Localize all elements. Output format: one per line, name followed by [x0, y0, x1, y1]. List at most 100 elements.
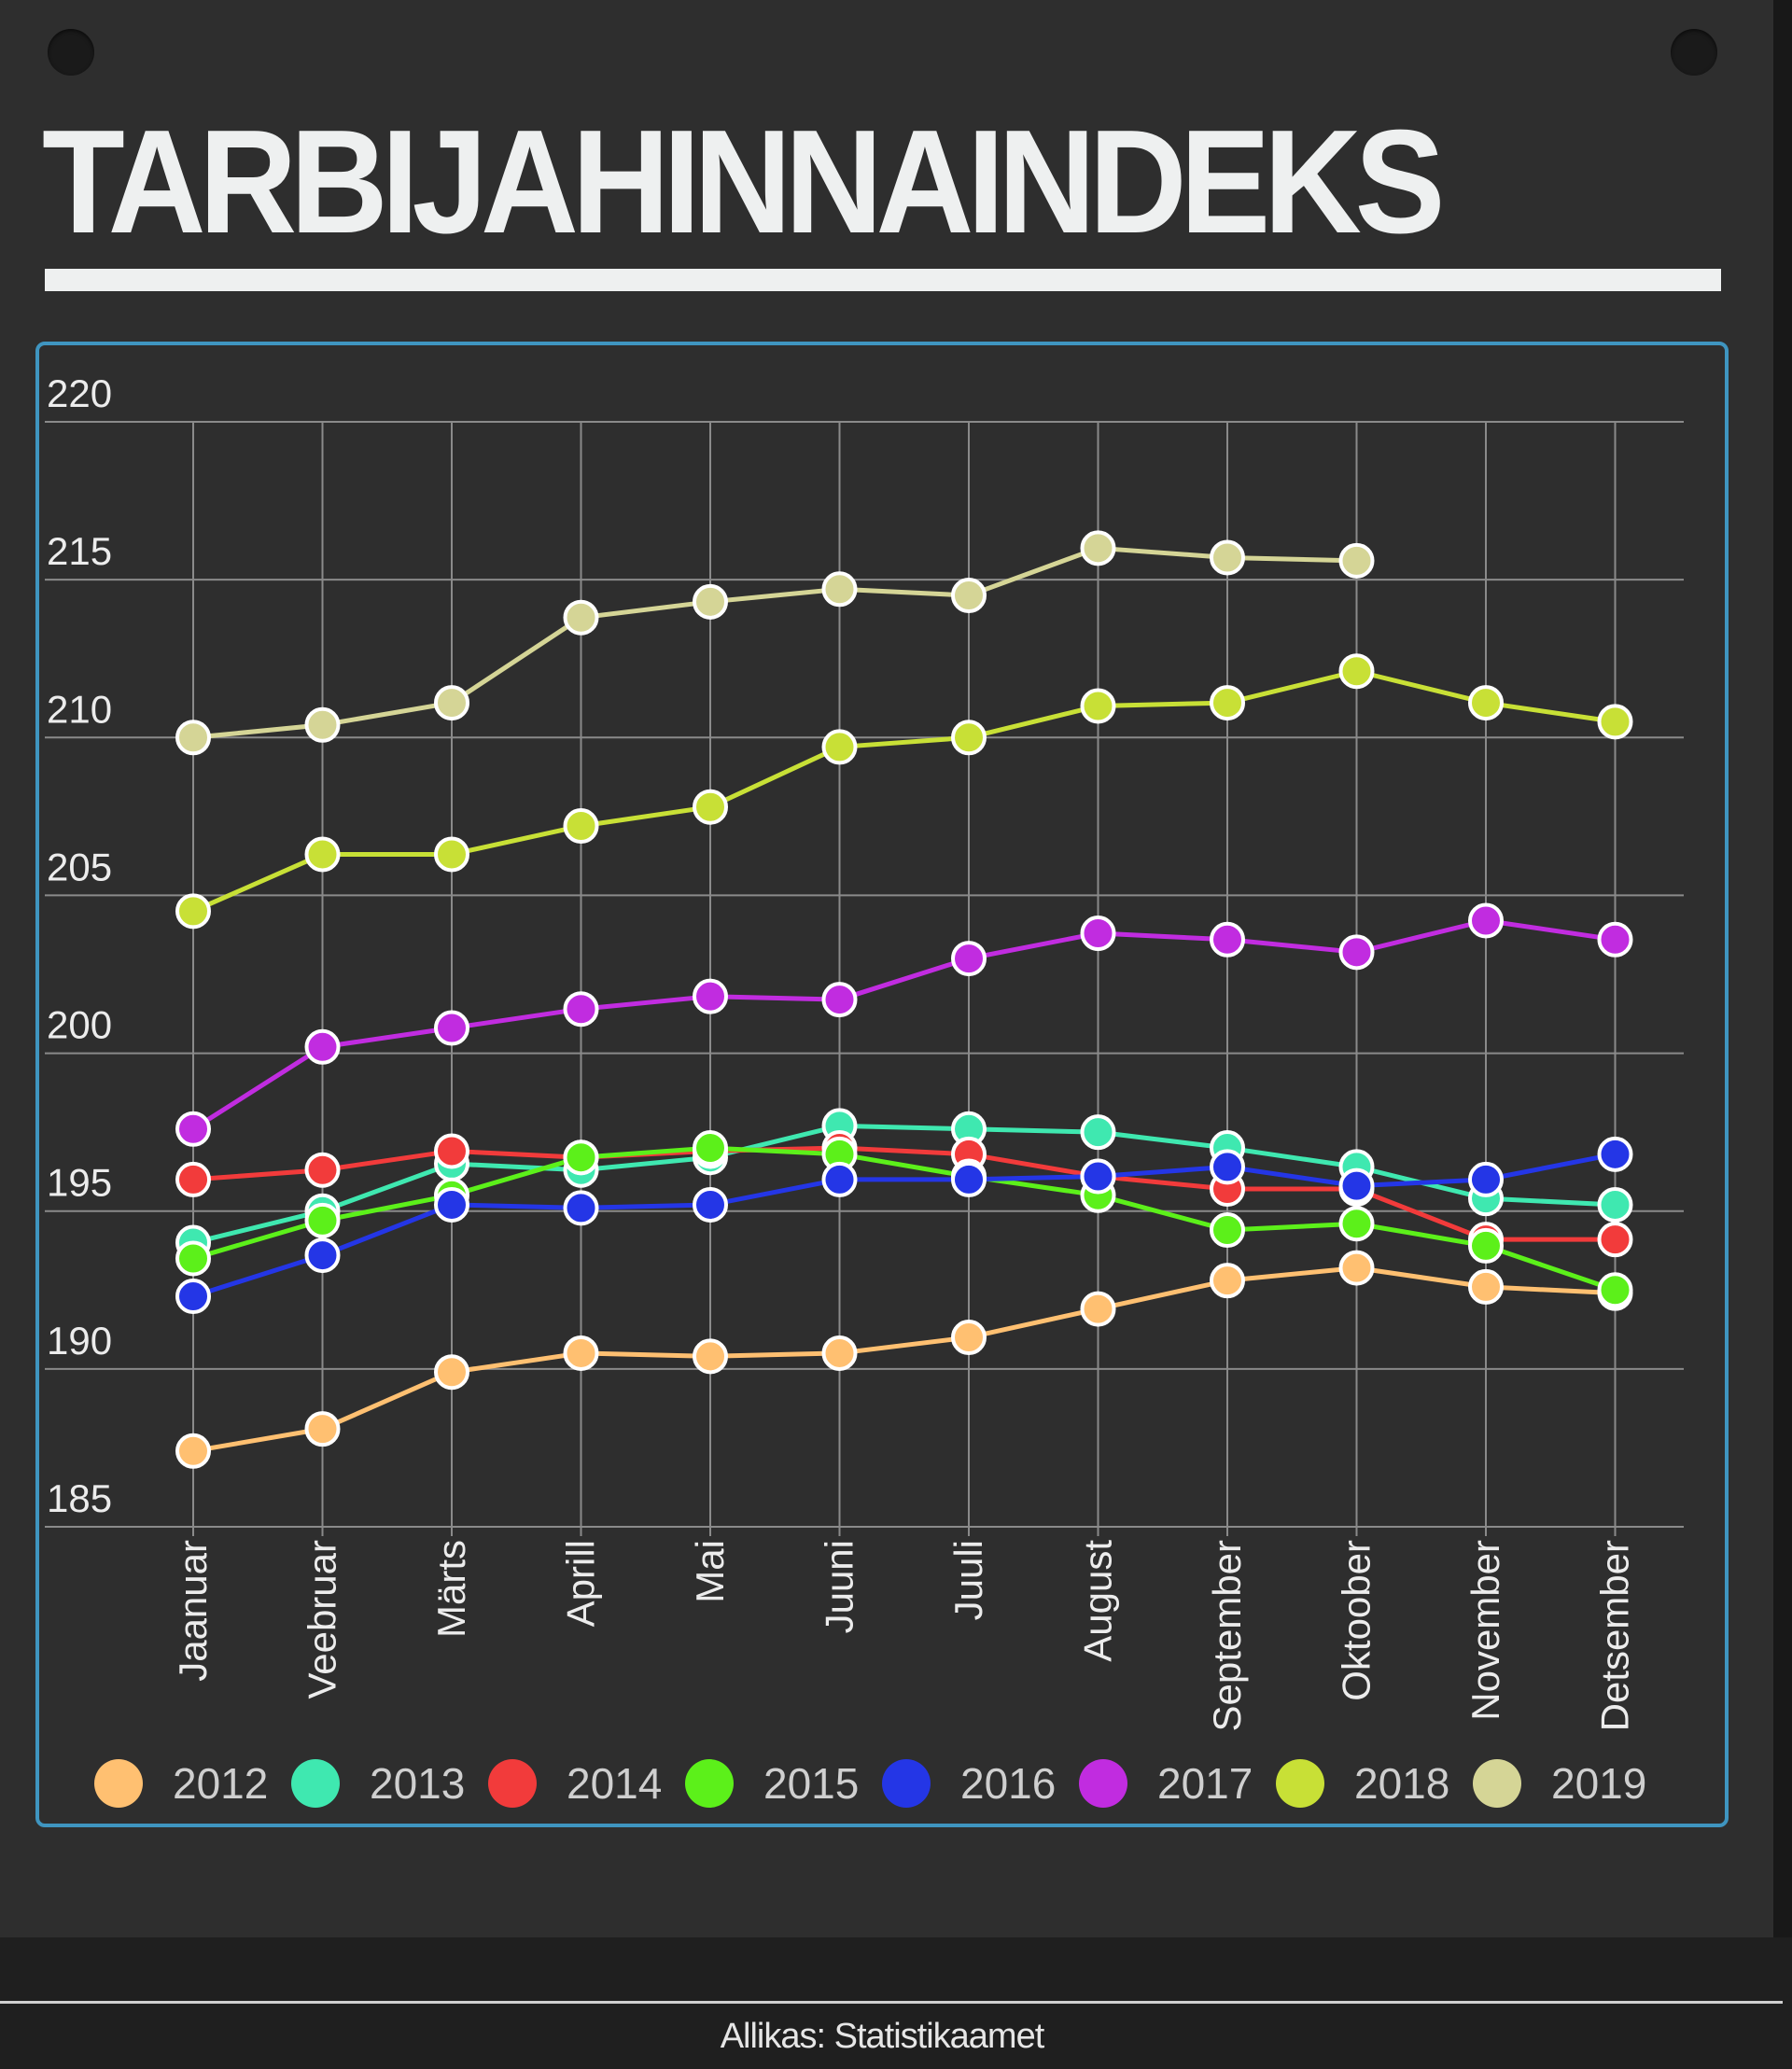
data-point-2012-Aprill[interactable] — [563, 1335, 599, 1371]
legend-marker-2015 — [685, 1759, 734, 1808]
x-axis: Jaanuar Veebruar Märts Aprill Mai Juuni Juuli A… — [171, 1540, 1637, 1732]
background-panel — [0, 0, 1773, 1937]
data-point-2017-Juuni[interactable] — [821, 982, 858, 1018]
data-point-2014-Jaanuar[interactable] — [175, 1161, 211, 1197]
data-point-2017-Aprill[interactable] — [563, 991, 599, 1028]
data-point-2012-November[interactable] — [1468, 1268, 1504, 1305]
data-point-2019-September[interactable] — [1210, 539, 1245, 576]
data-point-2017-November[interactable] — [1468, 902, 1504, 939]
data-point-2013-Detsember[interactable] — [1597, 1186, 1633, 1223]
legend-label[interactable]: 2019 — [1551, 1759, 1646, 1808]
series-points — [175, 530, 1633, 1469]
legend-label[interactable]: 2015 — [763, 1759, 859, 1808]
data-point-2018-Märts[interactable] — [434, 836, 469, 873]
data-point-2015-November[interactable] — [1468, 1227, 1504, 1264]
y-axis: 185 190 195 200 205 210 215 220 — [47, 371, 112, 1520]
data-point-2016-Oktoober[interactable] — [1338, 1167, 1375, 1204]
data-point-2012-September[interactable] — [1210, 1263, 1245, 1299]
series-line-2019 — [192, 545, 1357, 740]
data-point-2017-Veebruar[interactable] — [304, 1028, 341, 1065]
data-point-2019-Juuni[interactable] — [821, 571, 858, 608]
legend-label[interactable]: 2016 — [960, 1759, 1056, 1808]
x-tick-label: Märts — [429, 1540, 473, 1638]
data-point-2018-Aprill[interactable] — [563, 808, 599, 845]
data-point-2018-August[interactable] — [1080, 688, 1116, 724]
legend-marker-2018 — [1276, 1759, 1324, 1808]
data-point-2018-November[interactable] — [1468, 685, 1504, 721]
data-point-2017-August[interactable] — [1080, 916, 1116, 952]
data-point-2016-November[interactable] — [1468, 1161, 1504, 1197]
x-tick-label: Jaanuar — [171, 1540, 215, 1682]
data-point-2016-Juuli[interactable] — [951, 1161, 987, 1197]
data-point-2012-Märts[interactable] — [434, 1354, 469, 1391]
series-line-2013 — [192, 1123, 1616, 1245]
data-point-2016-September[interactable] — [1210, 1149, 1245, 1185]
legend-label[interactable]: 2014 — [567, 1759, 662, 1808]
data-point-2019-Oktoober[interactable] — [1338, 542, 1375, 579]
data-point-2017-Jaanuar[interactable] — [175, 1111, 211, 1147]
data-point-2017-Mai[interactable] — [693, 978, 728, 1014]
data-point-2019-Aprill[interactable] — [563, 599, 599, 636]
data-point-2016-Mai[interactable] — [693, 1186, 728, 1223]
line-chart: 185 190 195 200 205 210 215 220 Jaanuar Veebruar… — [45, 371, 1684, 1808]
data-point-2012-Oktoober[interactable] — [1338, 1250, 1375, 1286]
data-point-2015-Aprill[interactable] — [563, 1139, 599, 1176]
data-point-2012-Juuni[interactable] — [821, 1335, 858, 1371]
data-point-2014-Detsember[interactable] — [1597, 1222, 1633, 1258]
data-point-2016-August[interactable] — [1080, 1158, 1116, 1195]
legend-label[interactable]: 2012 — [173, 1759, 268, 1808]
legend-marker-2016 — [882, 1759, 931, 1808]
data-point-2017-Detsember[interactable] — [1597, 921, 1633, 958]
data-point-2018-Juuni[interactable] — [821, 729, 858, 765]
legend-label[interactable]: 2017 — [1157, 1759, 1253, 1808]
series-line-2018 — [191, 668, 1616, 914]
series-line-2015 — [192, 1145, 1617, 1293]
data-point-2012-Veebruar[interactable] — [304, 1411, 341, 1447]
legend-label[interactable]: 2018 — [1354, 1759, 1449, 1808]
data-point-2015-Jaanuar[interactable] — [175, 1240, 211, 1277]
data-point-2014-Märts[interactable] — [434, 1133, 469, 1169]
data-point-2019-Veebruar[interactable] — [304, 706, 341, 743]
data-point-2013-August[interactable] — [1080, 1114, 1116, 1151]
data-point-2016-Detsember[interactable] — [1597, 1136, 1633, 1172]
data-point-2018-Juuli[interactable] — [951, 720, 987, 756]
data-point-2012-Jaanuar[interactable] — [175, 1433, 211, 1469]
y-tick-label: 185 — [47, 1476, 112, 1520]
data-point-2016-Märts[interactable] — [434, 1186, 469, 1223]
data-point-2012-Mai[interactable] — [693, 1338, 728, 1375]
footer-divider — [0, 2001, 1783, 2004]
data-point-2017-Juuli[interactable] — [951, 941, 987, 977]
data-point-2018-Jaanuar[interactable] — [175, 893, 211, 930]
series-line-2016 — [192, 1152, 1616, 1299]
data-point-2017-Märts[interactable] — [434, 1010, 469, 1046]
data-point-2017-Oktoober[interactable] — [1338, 934, 1375, 971]
data-point-2019-Jaanuar[interactable] — [175, 720, 211, 756]
data-point-2016-Jaanuar[interactable] — [175, 1279, 211, 1315]
data-point-2018-September[interactable] — [1210, 685, 1245, 721]
data-point-2015-September[interactable] — [1210, 1212, 1245, 1249]
data-point-2014-Veebruar[interactable] — [304, 1152, 341, 1188]
data-point-2019-Mai[interactable] — [693, 583, 728, 620]
x-tick-label: Oktoober — [1335, 1540, 1379, 1701]
data-point-2015-Oktoober[interactable] — [1338, 1206, 1375, 1242]
x-tick-label: November — [1463, 1540, 1507, 1721]
data-point-2015-Detsember[interactable] — [1597, 1272, 1633, 1308]
data-point-2019-August[interactable] — [1080, 530, 1116, 566]
data-point-2017-September[interactable] — [1210, 921, 1245, 958]
data-point-2015-Mai[interactable] — [693, 1130, 728, 1167]
data-point-2016-Veebruar[interactable] — [304, 1237, 341, 1274]
x-tick-label: Juuli — [946, 1540, 990, 1620]
data-point-2018-Veebruar[interactable] — [304, 836, 341, 873]
data-point-2012-August[interactable] — [1080, 1291, 1116, 1327]
y-tick-label: 215 — [47, 529, 112, 573]
legend-label[interactable]: 2013 — [370, 1759, 465, 1808]
data-point-2018-Oktoober[interactable] — [1338, 653, 1375, 690]
data-point-2015-Veebruar[interactable] — [304, 1202, 341, 1238]
data-point-2019-Märts[interactable] — [434, 685, 469, 721]
data-point-2018-Mai[interactable] — [693, 789, 728, 825]
data-point-2019-Juuli[interactable] — [951, 578, 987, 614]
data-point-2016-Juuni[interactable] — [821, 1161, 858, 1197]
data-point-2016-Aprill[interactable] — [563, 1190, 599, 1226]
data-point-2012-Juuli[interactable] — [951, 1320, 987, 1356]
data-point-2018-Detsember[interactable] — [1597, 704, 1633, 740]
